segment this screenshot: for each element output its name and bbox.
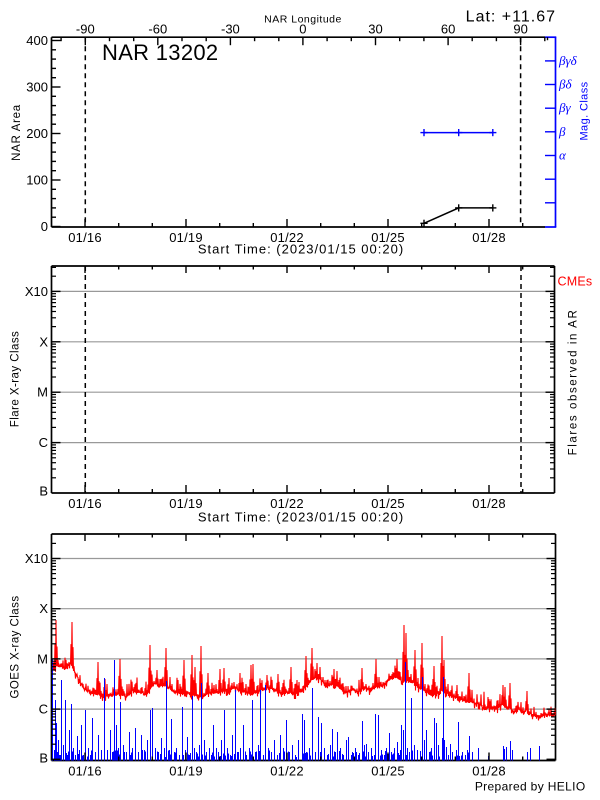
svg-text:0: 0 — [41, 219, 48, 234]
svg-text:X: X — [39, 601, 48, 616]
svg-text:-90: -90 — [76, 22, 95, 37]
svg-text:βγδ: βγδ — [558, 53, 578, 68]
svg-text:NAR Longitude: NAR Longitude — [264, 14, 342, 26]
svg-text:01/25: 01/25 — [371, 230, 405, 245]
svg-text:B: B — [39, 484, 48, 499]
svg-text:200: 200 — [26, 126, 48, 141]
svg-text:Flare X-ray Class: Flare X-ray Class — [10, 331, 22, 427]
svg-text:Mag. Class: Mag. Class — [579, 81, 591, 140]
svg-text:400: 400 — [26, 33, 48, 48]
svg-text:X10: X10 — [25, 284, 48, 299]
svg-text:01/28: 01/28 — [472, 496, 506, 511]
svg-text:NAR Area: NAR Area — [11, 104, 23, 161]
svg-text:M: M — [37, 385, 48, 400]
svg-text:M: M — [37, 651, 48, 666]
svg-text:01/19: 01/19 — [169, 230, 203, 245]
svg-text:βγ: βγ — [558, 100, 571, 115]
svg-text:01/19: 01/19 — [169, 764, 203, 779]
svg-text:01/28: 01/28 — [472, 230, 506, 245]
svg-text:60: 60 — [441, 22, 455, 37]
svg-text:01/25: 01/25 — [371, 496, 405, 511]
svg-text:01/25: 01/25 — [371, 764, 405, 779]
svg-text:Flares observed in AR: Flares observed in AR — [568, 309, 580, 456]
svg-text:30: 30 — [368, 22, 382, 37]
svg-text:Prepared by HELIO: Prepared by HELIO — [475, 780, 586, 794]
svg-text:01/22: 01/22 — [270, 230, 304, 245]
svg-text:X: X — [39, 334, 48, 349]
svg-text:B: B — [39, 750, 48, 765]
svg-text:Lat: +11.67: Lat: +11.67 — [466, 9, 556, 26]
svg-text:0: 0 — [299, 22, 306, 37]
svg-text:01/16: 01/16 — [68, 496, 102, 511]
svg-text:01/16: 01/16 — [68, 764, 102, 779]
svg-text:GOES X-ray Class: GOES X-ray Class — [10, 595, 22, 698]
svg-text:α: α — [559, 148, 567, 163]
svg-text:Start Time: (2023/01/15 00:20): Start Time: (2023/01/15 00:20) — [198, 242, 404, 257]
svg-text:01/22: 01/22 — [270, 496, 304, 511]
svg-text:01/28: 01/28 — [472, 764, 506, 779]
svg-text:90: 90 — [513, 22, 527, 37]
svg-text:01/16: 01/16 — [68, 230, 102, 245]
svg-text:Start Time: (2023/01/15 00:20): Start Time: (2023/01/15 00:20) — [198, 510, 404, 525]
svg-text:100: 100 — [26, 173, 48, 188]
svg-text:-60: -60 — [148, 22, 167, 37]
svg-text:01/19: 01/19 — [169, 496, 203, 511]
svg-text:X10: X10 — [25, 551, 48, 566]
svg-text:NAR 13202: NAR 13202 — [102, 40, 218, 65]
svg-text:01/22: 01/22 — [270, 764, 304, 779]
svg-text:β: β — [558, 124, 566, 139]
svg-text:300: 300 — [26, 80, 48, 95]
svg-text:C: C — [39, 435, 48, 450]
svg-text:-30: -30 — [221, 22, 240, 37]
svg-text:βδ: βδ — [558, 77, 572, 92]
svg-text:C: C — [39, 702, 48, 717]
svg-text:CMEs: CMEs — [558, 275, 593, 289]
